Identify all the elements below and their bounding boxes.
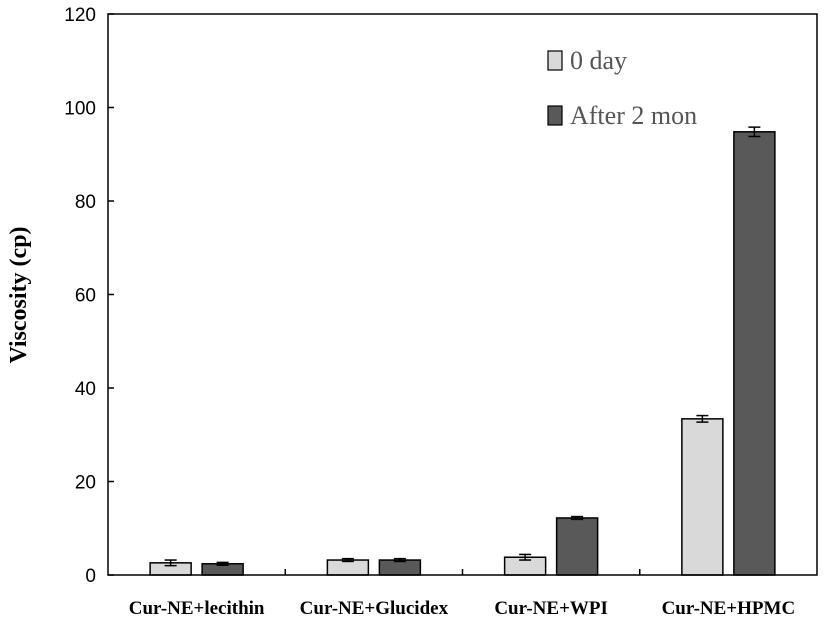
bar [378,559,422,576]
legend-swatch [547,50,563,71]
y-tick-label: 20 [75,473,96,494]
legend-swatch [547,105,563,126]
x-tick-label: Cur-NE+Glucidex [300,598,449,619]
legend-label: 0 day [570,46,627,75]
axes-layer: 0 20 40 60 80 100 120 Cur-NE+lecithin Cur-NE+Glu… [64,5,818,619]
x-tick-label: Cur-NE+WPI [494,598,608,619]
x-tick-label: Cur-NE+HPMC [662,598,796,619]
y-tick-label: 120 [64,5,96,26]
bar [326,559,370,576]
legend: 0 day After 2 mon [547,46,697,130]
y-tick-label: 0 [85,566,96,587]
y-tick-label: 40 [75,379,96,400]
y-tick-label: 80 [75,192,96,213]
bar [733,131,776,576]
y-tick-label: 100 [64,99,96,120]
y-tick-label: 60 [75,286,96,307]
x-tick-label: Cur-NE+lecithin [129,598,265,619]
bar [681,418,724,576]
bars-layer [149,126,776,576]
bar [555,517,599,576]
legend-label: After 2 mon [570,101,697,130]
y-axis-label: Viscosity (cp) [6,226,32,363]
